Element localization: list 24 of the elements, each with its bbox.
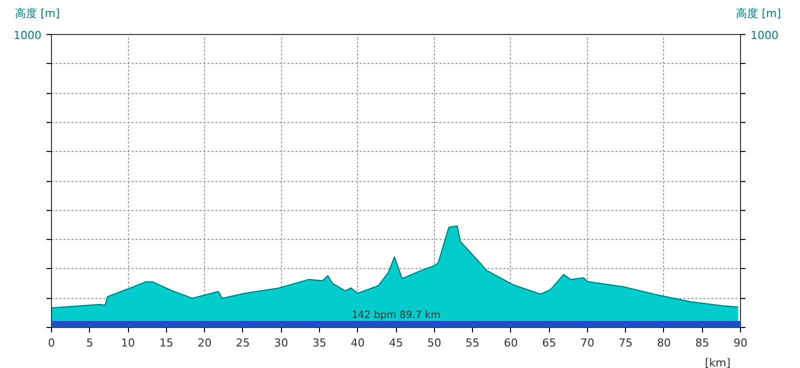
- x-tick-label: 15: [159, 336, 174, 350]
- x-tick-label: 85: [695, 336, 710, 350]
- x-tick-label: 5: [86, 336, 94, 350]
- x-tick-label: 65: [542, 336, 556, 350]
- x-tick-label: 80: [656, 336, 671, 350]
- x-tick-label: 35: [312, 336, 326, 350]
- x-tick-label: 30: [274, 336, 288, 350]
- x-tick-label: 55: [466, 336, 480, 350]
- x-tick-label: 25: [236, 336, 250, 350]
- x-tick-label: 20: [198, 336, 212, 350]
- x-tick-label: 0: [48, 336, 55, 350]
- x-tick-label: 60: [504, 336, 518, 350]
- x-tick-label: 10: [121, 336, 136, 350]
- x-tick-label: 70: [580, 336, 594, 350]
- x-tick-label: 50: [427, 336, 442, 350]
- y-axis-title: 高度 [m]: [14, 6, 60, 22]
- x-tick-label: 90: [734, 336, 748, 350]
- x-axis-title: [km]: [704, 356, 731, 368]
- band-label: 142 bpm 89.7 km: [352, 310, 440, 322]
- y2-axis-title: 高度 [m]: [736, 6, 782, 22]
- x-tick-label: 40: [350, 336, 365, 350]
- x-tick-label: 45: [389, 336, 403, 350]
- x-tick-label: 75: [618, 336, 633, 350]
- text: 1000: [14, 29, 42, 42]
